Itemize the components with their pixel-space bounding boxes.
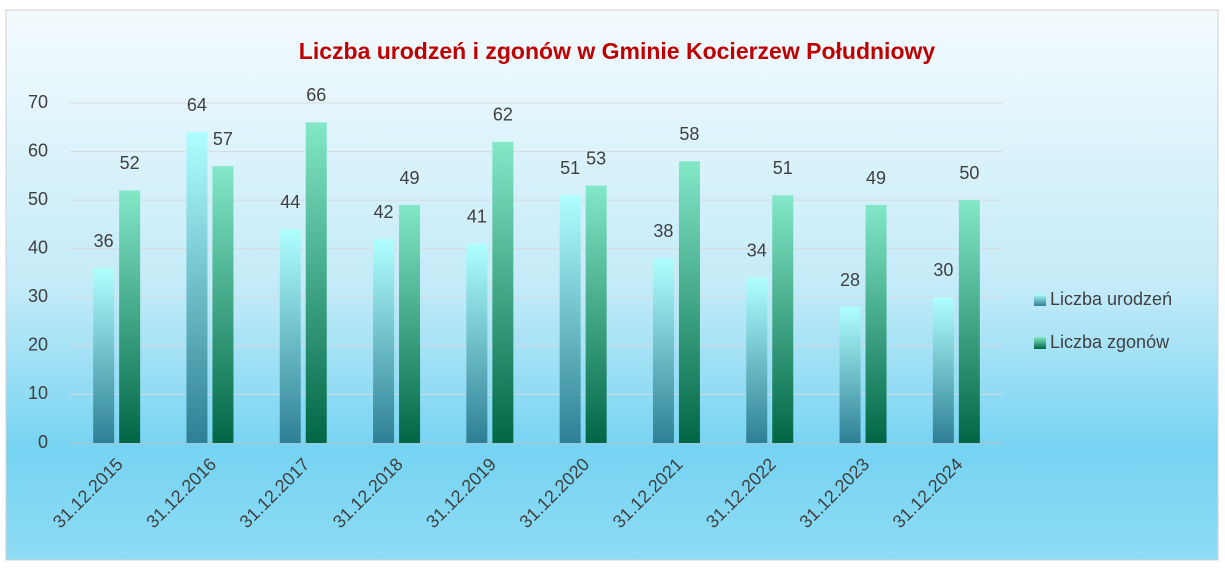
bar [559, 195, 581, 443]
data-label: 51 [773, 158, 793, 178]
chart-background [5, 9, 1219, 561]
data-label: 58 [679, 124, 699, 144]
bar [186, 132, 208, 443]
bar [373, 239, 395, 443]
bar [772, 195, 794, 443]
bar [399, 205, 421, 443]
bar [466, 243, 488, 443]
y-tick-label: 10 [28, 383, 48, 403]
bar [678, 161, 700, 444]
bar [958, 200, 980, 443]
bar [932, 297, 954, 443]
data-label: 52 [120, 153, 140, 173]
bar [119, 190, 141, 443]
legend-label: Liczba zgonów [1050, 332, 1170, 352]
data-label: 42 [374, 202, 394, 222]
data-label: 44 [280, 192, 300, 212]
legend-marker [1034, 337, 1046, 349]
y-tick-label: 0 [38, 432, 48, 452]
data-label: 64 [187, 95, 207, 115]
y-tick-label: 40 [28, 237, 48, 257]
data-label: 51 [560, 158, 580, 178]
data-label: 30 [933, 260, 953, 280]
legend-marker [1034, 294, 1046, 306]
data-label: 49 [400, 168, 420, 188]
bar [492, 141, 514, 443]
data-label: 62 [493, 105, 513, 125]
data-label: 38 [653, 221, 673, 241]
bar [93, 268, 115, 443]
data-label: 36 [94, 231, 114, 251]
y-tick-label: 60 [28, 140, 48, 160]
bar [839, 307, 861, 443]
data-label: 66 [306, 85, 326, 105]
bar [585, 185, 607, 444]
data-label: 53 [586, 148, 606, 168]
data-label: 50 [959, 163, 979, 183]
data-label: 34 [747, 241, 767, 261]
bar [865, 205, 887, 443]
data-label: 41 [467, 207, 487, 227]
chart-title: Liczba urodzeń i zgonów w Gminie Kocierz… [299, 38, 936, 64]
data-label: 28 [840, 270, 860, 290]
bar [652, 258, 674, 443]
y-tick-label: 70 [28, 92, 48, 112]
bar [279, 229, 301, 443]
bar [305, 122, 327, 443]
y-tick-label: 50 [28, 189, 48, 209]
data-label: 49 [866, 168, 886, 188]
y-tick-label: 20 [28, 335, 48, 355]
y-tick-label: 30 [28, 286, 48, 306]
bar [746, 277, 768, 443]
bar [212, 166, 234, 443]
legend-label: Liczba urodzeń [1050, 289, 1172, 309]
data-label: 57 [213, 129, 233, 149]
